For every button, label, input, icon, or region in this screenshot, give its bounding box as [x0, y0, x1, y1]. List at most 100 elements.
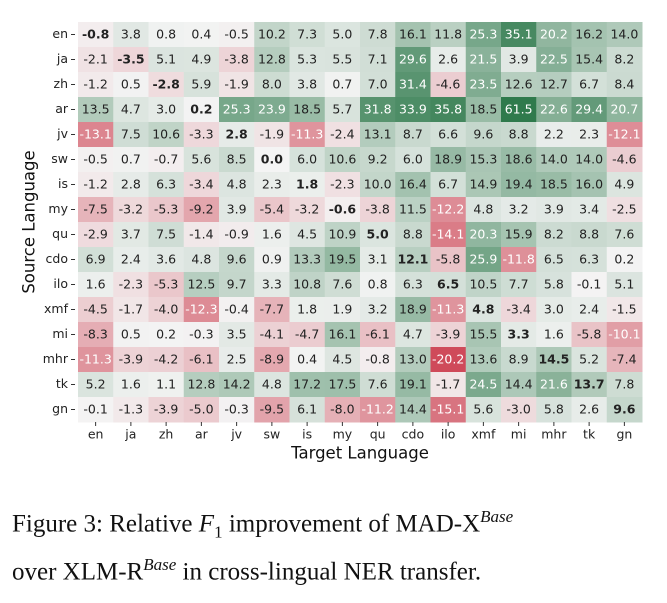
heatmap-cell	[324, 72, 361, 98]
heatmap-cell	[183, 272, 220, 298]
cell-label: 0.2	[614, 252, 634, 267]
cell-label: 14.4	[505, 377, 533, 392]
cell-label: -14.1	[432, 227, 464, 242]
cell-label: -2.3	[119, 277, 143, 292]
heatmap-cell	[360, 222, 396, 248]
cell-label: 6.6	[438, 127, 458, 142]
cell-label: 0.7	[121, 152, 141, 167]
x-tick-label: cdo	[402, 427, 424, 442]
heatmap-cell	[360, 347, 396, 373]
cell-label: 22.5	[540, 52, 568, 67]
cell-label: 14.0	[540, 152, 568, 167]
heatmap-cell	[395, 72, 431, 98]
heatmap-cell	[571, 397, 608, 423]
cell-label: 3.7	[121, 227, 141, 242]
caption-text: in cross-lingual NER transfer.	[176, 558, 482, 586]
cell-label: 6.1	[297, 402, 317, 417]
heatmap-cell	[571, 197, 608, 223]
cell-label: 7.7	[509, 277, 529, 292]
cell-label: 16.4	[399, 177, 427, 192]
cell-label: 7.3	[297, 27, 317, 42]
heatmap-cell	[536, 322, 572, 348]
heatmap-cell	[465, 197, 502, 223]
heatmap-cell	[501, 347, 537, 373]
heatmap-cell	[606, 197, 643, 223]
heatmap-cell	[183, 97, 220, 123]
cell-label: 29.4	[575, 102, 603, 117]
heatmap-cell	[465, 72, 502, 98]
heatmap-cell	[219, 97, 255, 123]
cell-label: 9.6	[227, 252, 247, 267]
y-tick-label: xmf	[44, 301, 69, 316]
heatmap-cell	[183, 247, 220, 273]
cell-label: -9.5	[260, 402, 284, 417]
heatmap-cell	[324, 172, 361, 198]
cell-label: 1.9	[332, 302, 352, 317]
x-tick-label: gn	[616, 427, 632, 442]
heatmap-cell	[324, 22, 361, 48]
cell-label: 22.6	[540, 102, 568, 117]
cell-label: 12.7	[540, 77, 568, 92]
heatmap-cell	[536, 272, 572, 298]
cell-label: 14.5	[538, 352, 569, 367]
heatmap-cell	[430, 297, 467, 323]
heatmap-cell	[395, 372, 431, 398]
heatmap-cell	[219, 222, 255, 248]
heatmap-cell	[571, 247, 608, 273]
heatmap-cell	[289, 297, 326, 323]
cell-label: 5.9	[191, 77, 211, 92]
cell-label: -0.4	[224, 302, 248, 317]
cell-label: -3.8	[365, 202, 389, 217]
heatmap-cell	[113, 22, 149, 48]
x-tick-label: jv	[230, 427, 242, 442]
cell-label: 3.9	[509, 52, 529, 67]
cell-label: 12.6	[505, 77, 533, 92]
cell-label: -7.7	[260, 302, 284, 317]
heatmap-cell	[536, 72, 572, 98]
x-tick-label: zh	[159, 427, 173, 442]
heatmap-cell	[219, 172, 255, 198]
heatmap-cell	[430, 372, 467, 398]
heatmap-cell	[360, 147, 396, 173]
heatmap-cell	[78, 197, 114, 223]
heatmap-cell	[465, 347, 502, 373]
cell-label: 0.4	[191, 27, 211, 42]
cell-label: -3.5	[117, 52, 144, 67]
heatmap-cell	[606, 147, 643, 173]
cell-label: 25.3	[223, 102, 251, 117]
cell-label: 3.8	[297, 77, 317, 92]
cell-label: -5.3	[154, 202, 178, 217]
heatmap-cell	[148, 247, 185, 273]
cell-label: 1.8	[297, 302, 317, 317]
cell-label: -11.3	[432, 302, 464, 317]
cell-label: 18.5	[540, 177, 568, 192]
cell-label: 0.2	[156, 327, 176, 342]
cell-label: 4.8	[262, 377, 282, 392]
cell-label: 8.5	[227, 152, 247, 167]
cell-label: -1.9	[224, 77, 248, 92]
y-tick-label: tk	[56, 376, 69, 391]
heatmap-cell	[183, 222, 220, 248]
cell-label: 23.5	[469, 77, 497, 92]
cell-label: 2.4	[579, 302, 599, 317]
cell-label: -1.9	[260, 127, 284, 142]
caption-text: 1	[214, 522, 223, 542]
cell-label: 4.9	[614, 177, 634, 192]
heatmap-cell	[78, 147, 114, 173]
cell-label: 12.8	[187, 377, 215, 392]
heatmap-cell	[430, 122, 467, 148]
cell-label: -12.3	[185, 302, 217, 317]
heatmap-cell	[289, 247, 326, 273]
cell-label: 8.8	[403, 227, 423, 242]
y-tick-label: gn	[52, 401, 68, 416]
cell-label: -3.8	[224, 52, 248, 67]
cell-label: 19.1	[399, 377, 427, 392]
heatmap-cell	[148, 397, 185, 423]
heatmap-cell	[219, 272, 255, 298]
heatmap-cell	[289, 372, 326, 398]
heatmap-cell	[465, 172, 502, 198]
cell-label: 5.1	[614, 277, 634, 292]
heatmap-cell	[183, 72, 220, 98]
heatmap-cell	[606, 322, 643, 348]
heatmap-cell	[148, 372, 185, 398]
